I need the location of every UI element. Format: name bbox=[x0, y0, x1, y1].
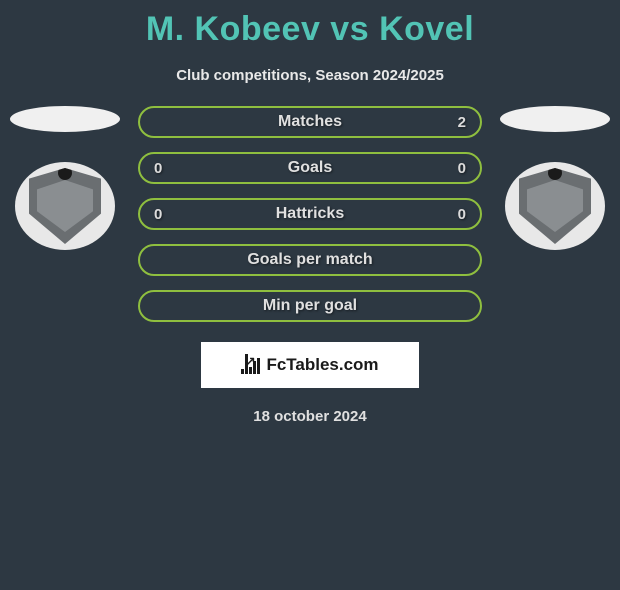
date-label: 18 october 2024 bbox=[0, 408, 620, 425]
left-flag-icon bbox=[10, 106, 120, 132]
left-club-badge bbox=[15, 162, 115, 250]
stat-row-matches: Matches 2 bbox=[138, 106, 482, 138]
right-club-badge bbox=[505, 162, 605, 250]
stat-label: Min per goal bbox=[178, 297, 442, 315]
subtitle: Club competitions, Season 2024/2025 bbox=[0, 67, 620, 84]
stat-row-goals-per-match: Goals per match bbox=[138, 244, 482, 276]
stat-row-hattricks: 0 Hattricks 0 bbox=[138, 198, 482, 230]
stat-right-value: 0 bbox=[442, 206, 466, 223]
stat-label: Matches bbox=[178, 113, 442, 131]
stat-left-value: 0 bbox=[154, 160, 178, 177]
brand-logo-icon: ↗ FcTables.com bbox=[241, 355, 378, 375]
shield-icon bbox=[519, 168, 591, 244]
stat-label: Goals bbox=[178, 159, 442, 177]
stat-label: Hattricks bbox=[178, 205, 442, 223]
stat-right-value: 0 bbox=[442, 160, 466, 177]
right-player-col bbox=[500, 106, 610, 250]
page-title: M. Kobeev vs Kovel bbox=[0, 10, 620, 49]
stats-column: Matches 2 0 Goals 0 0 Hattricks 0 Goals … bbox=[138, 106, 482, 322]
right-flag-icon bbox=[500, 106, 610, 132]
left-player-col bbox=[10, 106, 120, 250]
stat-label: Goals per match bbox=[178, 251, 442, 269]
brand-footer[interactable]: ↗ FcTables.com bbox=[201, 342, 419, 388]
stat-row-min-per-goal: Min per goal bbox=[138, 290, 482, 322]
stat-left-value: 0 bbox=[154, 206, 178, 223]
stat-right-value: 2 bbox=[442, 114, 466, 131]
stat-row-goals: 0 Goals 0 bbox=[138, 152, 482, 184]
shield-icon bbox=[29, 168, 101, 244]
comparison-row: Matches 2 0 Goals 0 0 Hattricks 0 Goals … bbox=[0, 106, 620, 322]
brand-name: FcTables.com bbox=[266, 355, 378, 375]
